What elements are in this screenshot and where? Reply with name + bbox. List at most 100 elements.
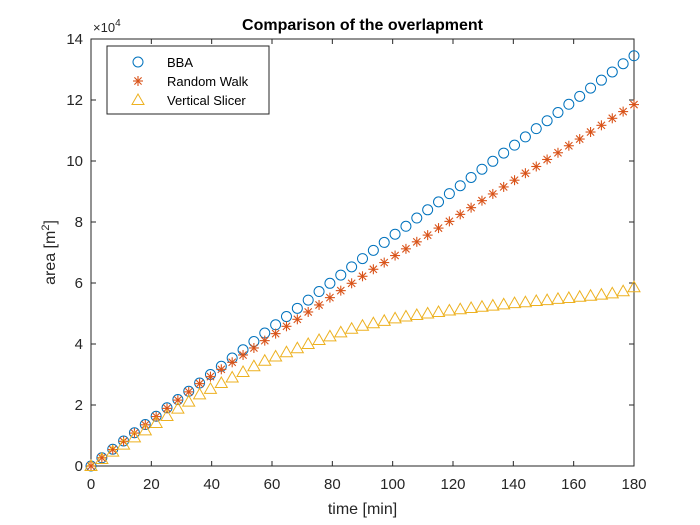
vertical-slicer-point bbox=[138, 423, 153, 436]
bba-point bbox=[465, 171, 477, 183]
legend-marker-vertical-slicer bbox=[131, 92, 145, 105]
bba-point bbox=[552, 107, 564, 119]
random-walk-point bbox=[509, 175, 520, 186]
bba-point bbox=[280, 311, 292, 323]
bba-point bbox=[313, 286, 325, 298]
vertical-slicer-point bbox=[464, 301, 478, 314]
vertical-slicer-point bbox=[583, 288, 598, 301]
random-walk-point bbox=[585, 127, 596, 138]
random-walk-point bbox=[618, 106, 629, 117]
x-tick-label: 20 bbox=[143, 476, 160, 493]
random-walk-point bbox=[357, 271, 368, 282]
bba-point bbox=[541, 115, 553, 127]
random-walk-point bbox=[216, 364, 227, 375]
random-walk-point bbox=[270, 328, 281, 339]
random-walk-point bbox=[281, 321, 292, 332]
random-walk-point bbox=[400, 243, 411, 254]
vertical-slicer-point bbox=[627, 280, 641, 293]
vertical-slicer-point bbox=[225, 370, 240, 383]
vertical-slicer-point bbox=[518, 295, 533, 308]
vertical-slicer-point bbox=[312, 333, 326, 346]
random-walk-point bbox=[96, 452, 107, 463]
y-tick-label: 8 bbox=[75, 214, 83, 231]
random-walk-point bbox=[542, 154, 553, 165]
bba-point bbox=[585, 82, 597, 94]
legend-label-vertical-slicer: Vertical Slicer bbox=[167, 93, 246, 108]
random-walk-point bbox=[379, 257, 390, 268]
vertical-slicer-point bbox=[127, 430, 142, 443]
x-tick-label: 0 bbox=[87, 476, 95, 493]
vertical-slicer-point bbox=[594, 287, 609, 300]
bba-point bbox=[270, 319, 282, 331]
x-tick-label: 100 bbox=[380, 476, 405, 493]
random-walk-point bbox=[563, 140, 574, 151]
series-vertical-slicer bbox=[84, 280, 641, 471]
vertical-slicer-point bbox=[561, 290, 576, 303]
x-axis-label: time [min] bbox=[328, 501, 397, 518]
y-axis-multiplier: ×104 bbox=[93, 18, 121, 35]
x-tick-label: 80 bbox=[324, 476, 341, 493]
random-walk-point bbox=[390, 250, 401, 261]
random-walk-point bbox=[172, 395, 183, 406]
vertical-slicer-point bbox=[192, 387, 207, 400]
random-walk-point bbox=[227, 357, 238, 368]
random-walk-point bbox=[487, 188, 498, 199]
vertical-slicer-point bbox=[540, 293, 554, 306]
bba-point bbox=[378, 236, 390, 248]
legend-marker-bba bbox=[132, 56, 144, 68]
bba-point bbox=[400, 220, 412, 232]
chart-title: Comparison of the overlapment bbox=[242, 17, 484, 34]
bba-point bbox=[357, 253, 368, 265]
bba-point bbox=[389, 228, 401, 240]
random-walk-point bbox=[314, 299, 325, 310]
random-walk-point bbox=[194, 378, 205, 389]
random-walk-point bbox=[162, 403, 173, 414]
vertical-slicer-point bbox=[236, 365, 250, 378]
bba-point bbox=[476, 163, 488, 175]
random-walk-point bbox=[205, 371, 216, 382]
vertical-slicer-point bbox=[485, 298, 500, 311]
bba-point bbox=[563, 98, 575, 110]
random-walk-point bbox=[248, 342, 259, 353]
y-tick-label: 6 bbox=[75, 275, 83, 292]
random-walk-point bbox=[238, 349, 249, 360]
vertical-slicer-point bbox=[507, 296, 522, 309]
vertical-slicer-point bbox=[616, 284, 631, 297]
vertical-slicer-point bbox=[409, 308, 424, 321]
vertical-slicer-point bbox=[171, 401, 185, 414]
vertical-slicer-point bbox=[290, 341, 305, 354]
legend-label-random-walk: Random Walk bbox=[167, 74, 249, 89]
bba-point bbox=[519, 131, 531, 143]
vertical-slicer-point bbox=[529, 293, 544, 306]
y-tick-label: 10 bbox=[66, 153, 83, 170]
legend-marker-random-walk bbox=[133, 76, 143, 86]
vertical-slicer-point bbox=[366, 316, 381, 329]
y-axis-label-base: area [m bbox=[42, 231, 59, 285]
vertical-slicer-point bbox=[160, 408, 174, 421]
x-tick-label: 180 bbox=[621, 476, 646, 493]
y-tick-label: 14 bbox=[66, 31, 83, 48]
random-walk-point bbox=[346, 278, 357, 289]
y-tick-label: 2 bbox=[75, 397, 83, 414]
random-walk-point bbox=[466, 202, 477, 213]
random-walk-point bbox=[531, 161, 542, 172]
vertical-slicer-point bbox=[268, 349, 283, 362]
x-tick-label: 40 bbox=[203, 476, 220, 493]
random-walk-point bbox=[422, 230, 433, 241]
bba-point bbox=[291, 302, 303, 314]
vertical-slicer-point bbox=[279, 345, 294, 358]
random-walk-point bbox=[335, 285, 346, 296]
y-axis-label-end: ] bbox=[42, 220, 59, 224]
vertical-slicer-point bbox=[247, 359, 261, 372]
random-walk-point bbox=[476, 195, 487, 206]
y-axis-label: area [m2] bbox=[40, 220, 59, 285]
vertical-slicer-point bbox=[431, 304, 446, 317]
y-axis-multiplier-exponent: 4 bbox=[115, 18, 121, 29]
vertical-slicer-point bbox=[203, 381, 218, 394]
vertical-slicer-point bbox=[420, 306, 435, 319]
random-walk-point bbox=[303, 306, 314, 317]
vertical-slicer-point bbox=[333, 325, 348, 338]
bba-point bbox=[324, 277, 336, 289]
random-walk-point bbox=[368, 264, 379, 275]
